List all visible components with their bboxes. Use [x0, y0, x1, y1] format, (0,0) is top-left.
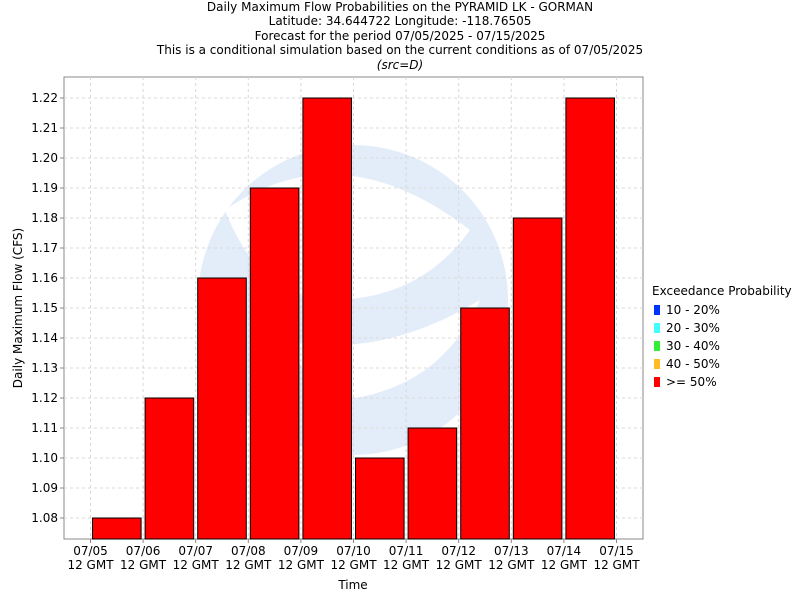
x-tick-label-date: 07/08: [231, 544, 266, 558]
y-tick-label: 1.19: [31, 181, 58, 195]
x-tick-label-date: 07/10: [336, 544, 371, 558]
chart-subtitle-source: (src=D): [376, 57, 424, 72]
bar: [355, 457, 405, 540]
x-tick-label-date: 07/09: [284, 544, 319, 558]
x-tick-label-time: 12 GMT: [278, 558, 325, 572]
x-tick-label-date: 07/12: [441, 544, 476, 558]
legend-item: 30 - 40%: [652, 337, 792, 355]
chart-subtitle-location: Latitude: 34.644722 Longitude: -118.7650…: [268, 14, 532, 29]
y-tick-label: 1.18: [31, 211, 58, 225]
legend-swatch: [654, 305, 660, 315]
y-tick-label: 1.09: [31, 481, 58, 495]
legend-label: 40 - 50%: [666, 357, 720, 371]
bar: [249, 187, 300, 540]
y-tick-label: 1.17: [31, 241, 58, 255]
x-tick-label-time: 12 GMT: [120, 558, 167, 572]
legend-label: 30 - 40%: [666, 339, 720, 353]
chart-titles: Daily Maximum Flow Probabilities on the …: [0, 0, 800, 72]
x-tick-label-time: 12 GMT: [593, 558, 640, 572]
x-tick-label-date: 07/11: [389, 544, 424, 558]
bar: [144, 397, 195, 540]
legend-item: 20 - 30%: [652, 319, 792, 337]
y-tick-label: 1.15: [31, 301, 58, 315]
bar: [565, 97, 616, 540]
x-axis-label: Time: [338, 578, 368, 592]
x-tick-label-time: 12 GMT: [488, 558, 535, 572]
legend-swatch: [654, 341, 660, 351]
bar: [460, 307, 510, 540]
legend-label: >= 50%: [666, 375, 717, 389]
y-tick-label: 1.08: [31, 511, 58, 525]
bar: [197, 277, 247, 540]
x-tick-label-date: 07/05: [73, 544, 108, 558]
x-tick-label-date: 07/06: [126, 544, 161, 558]
bar: [512, 217, 563, 540]
y-tick-label: 1.22: [31, 91, 58, 105]
legend-swatch: [654, 323, 660, 333]
legend-label: 10 - 20%: [666, 303, 720, 317]
x-tick-label-time: 12 GMT: [67, 558, 114, 572]
x-tick-label-date: 07/07: [178, 544, 213, 558]
chart-title: Daily Maximum Flow Probabilities on the …: [206, 0, 594, 14]
y-axis-label: Daily Maximum Flow (CFS): [11, 227, 25, 389]
bar: [407, 427, 458, 540]
bars: [92, 97, 616, 540]
x-tick-label-time: 12 GMT: [330, 558, 377, 572]
y-tick-label: 1.20: [31, 151, 58, 165]
bar: [302, 97, 352, 540]
y-tick-label: 1.11: [31, 421, 58, 435]
legend-title: Exceedance Probability: [652, 284, 792, 298]
y-axis-ticks: 1.08 1.09 1.10 1.11 1.12 1.13 1.14 1.15 1.16 1.17…: [31, 91, 64, 525]
legend-label: 20 - 30%: [666, 321, 720, 335]
y-tick-label: 1.21: [31, 121, 58, 135]
x-tick-label-time: 12 GMT: [383, 558, 430, 572]
y-tick-label: 1.14: [31, 331, 58, 345]
legend-item: >= 50%: [652, 373, 792, 391]
legend-items: 10 - 20% 20 - 30% 30 - 40% 40 - 50% >= 50%: [652, 301, 792, 391]
x-tick-label-time: 12 GMT: [436, 558, 483, 572]
y-tick-label: 1.13: [31, 361, 58, 375]
legend-item: 10 - 20%: [652, 301, 792, 319]
x-tick-label-time: 12 GMT: [225, 558, 272, 572]
x-tick-label-date: 07/13: [494, 544, 529, 558]
legend-item: 40 - 50%: [652, 355, 792, 373]
x-tick-label-time: 12 GMT: [541, 558, 588, 572]
legend-swatch: [654, 377, 660, 387]
bar: [92, 517, 142, 540]
chart-subtitle-conditions: This is a conditional simulation based o…: [156, 43, 644, 58]
legend-swatch: [654, 359, 660, 369]
x-tick-label-time: 12 GMT: [173, 558, 220, 572]
y-tick-label: 1.10: [31, 451, 58, 465]
legend: Exceedance Probability 10 - 20% 20 - 30% 3…: [652, 284, 792, 391]
y-tick-label: 1.16: [31, 271, 58, 285]
y-tick-label: 1.12: [31, 391, 58, 405]
chart-subtitle-period: Forecast for the period 07/05/2025 - 07/…: [254, 28, 546, 43]
x-tick-label-date: 07/14: [547, 544, 582, 558]
x-tick-label-date: 07/15: [599, 544, 634, 558]
